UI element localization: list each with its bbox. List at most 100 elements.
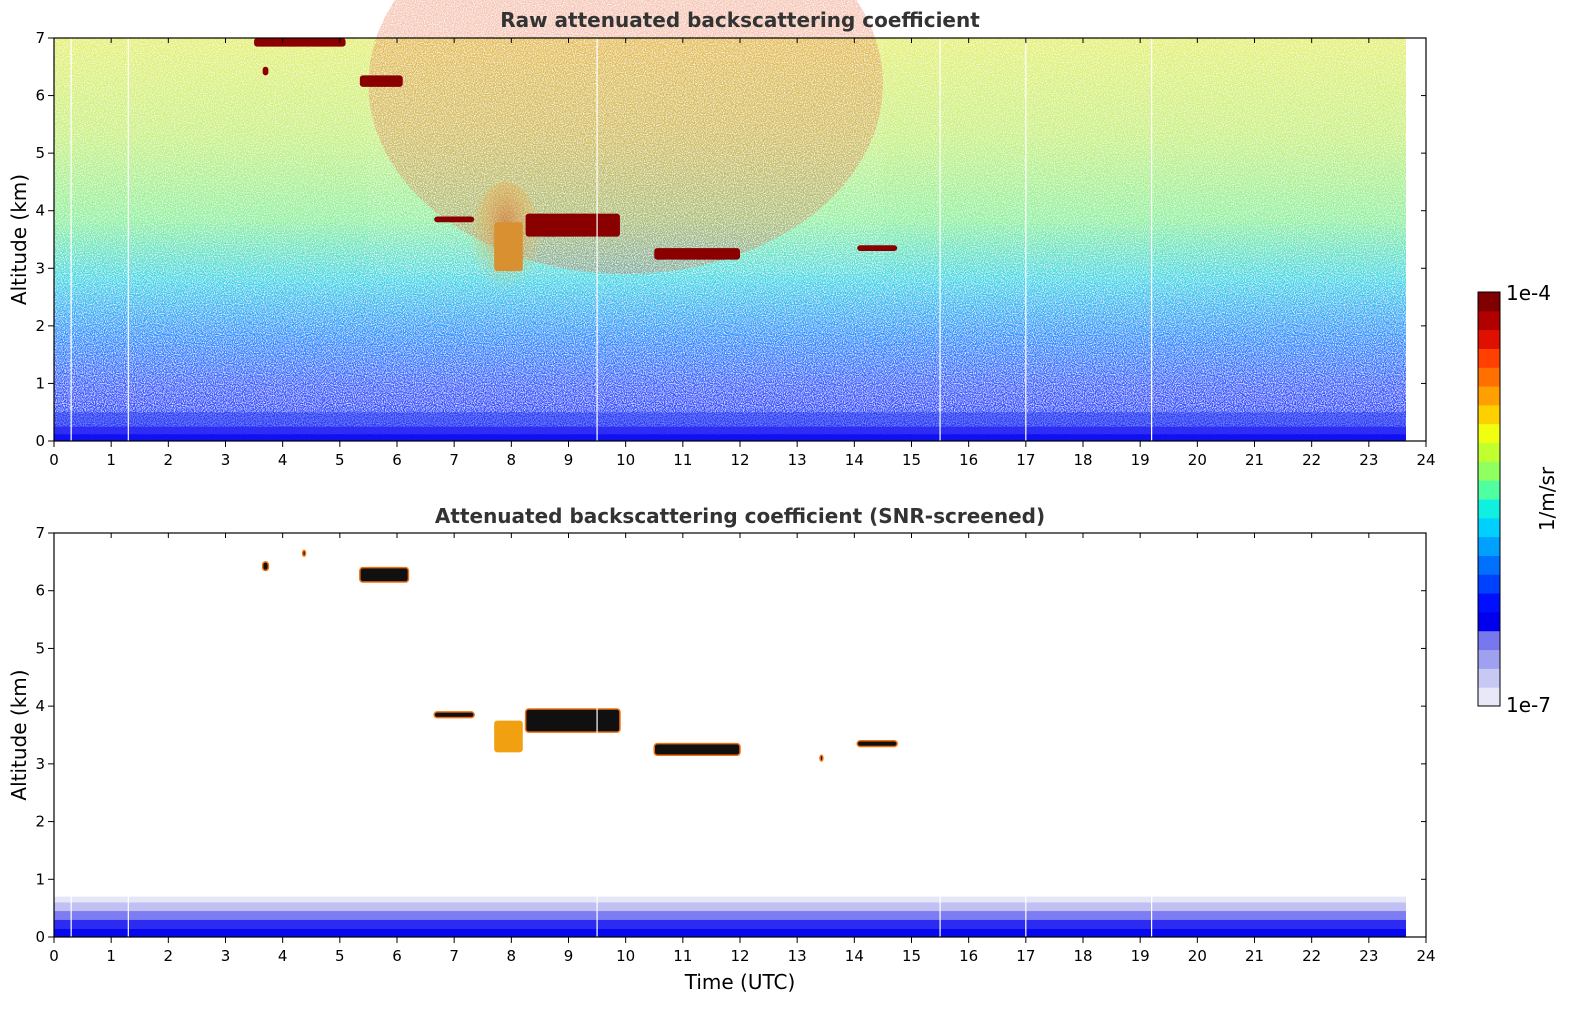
x-tick-label: 4: [278, 451, 288, 469]
colorbar-segment: [1478, 517, 1500, 538]
colorbar-segment: [1478, 574, 1500, 594]
x-tick-label: 23: [1359, 451, 1378, 469]
x-tick-label: 22: [1302, 451, 1321, 469]
y-tick-label: 4: [35, 697, 45, 715]
y-tick-label: 6: [35, 87, 45, 105]
boundary-layer-band-0: [54, 434, 1406, 441]
cloud-feature-6: [857, 245, 898, 252]
y-tick-label: 5: [35, 144, 45, 162]
x-tick-label: 7: [449, 451, 459, 469]
x-tick-label: 3: [221, 451, 231, 469]
y-tick-label: 0: [35, 928, 45, 946]
colorbar-segment: [1478, 386, 1500, 406]
colorbar-segment: [1478, 310, 1500, 331]
y-tick-label: 5: [35, 639, 45, 657]
x-tick-label: 3: [221, 947, 231, 965]
y-axis-label: Altitude (km): [7, 669, 31, 800]
x-tick-label: 19: [1131, 947, 1150, 965]
x-tick-label: 1: [106, 947, 116, 965]
x-tick-label: 17: [1016, 451, 1035, 469]
x-tick-label: 2: [164, 451, 174, 469]
y-tick-label: 3: [35, 755, 45, 773]
cloud-feature-7: [856, 740, 898, 748]
boundary-layer-band-2: [54, 911, 1406, 920]
cloud-feature-3: [433, 711, 475, 719]
x-tick-label: 21: [1245, 947, 1264, 965]
colorbar-segment: [1478, 367, 1500, 387]
colorbar-segment: [1478, 499, 1500, 519]
colorbar-max-label: 1e-4: [1506, 281, 1551, 305]
x-tick-label: 19: [1131, 451, 1150, 469]
panel-1: 0 1 2 3 4 5 6 7 8 9 10 11 12 13 14 15 16 17 18 19 20 21 22 23 24…: [7, 0, 1436, 469]
y-tick-label: 2: [35, 813, 45, 831]
colorbar-segment: [1478, 423, 1500, 444]
y-axis-label: Altitude (km): [7, 174, 31, 305]
x-tick-label: 23: [1359, 947, 1378, 965]
colorbar: 1e-4 1e-7 1/m/sr: [1477, 281, 1559, 717]
cloud-feature-3: [434, 216, 475, 223]
x-tick-label: 24: [1416, 451, 1435, 469]
cloud-feature-2: [359, 566, 410, 583]
aerosol-feature-8: [494, 720, 523, 753]
x-tick-label: 24: [1416, 947, 1435, 965]
cloud-feature-1: [262, 66, 269, 76]
x-tick-label: 22: [1302, 947, 1321, 965]
boundary-layer-band-1: [54, 426, 1406, 435]
y-tick-label: 1: [35, 870, 45, 888]
colorbar-segment: [1478, 461, 1500, 481]
x-tick-label: 15: [902, 947, 921, 965]
x-tick-label: 16: [959, 947, 978, 965]
x-tick-label: 16: [959, 451, 978, 469]
x-tick-label: 20: [1188, 451, 1207, 469]
x-tick-label: 8: [507, 451, 517, 469]
x-tick-label: 13: [788, 947, 807, 965]
x-tick-label: 14: [845, 947, 864, 965]
x-tick-label: 18: [1073, 947, 1092, 965]
x-tick-label: 15: [902, 451, 921, 469]
colorbar-segment: [1478, 611, 1500, 632]
aerosol-feature-7: [494, 222, 523, 272]
cloud-feature-4: [525, 213, 620, 237]
colorbar-segment: [1478, 668, 1500, 688]
cloud-feature-5: [653, 742, 741, 756]
colorbar-segment: [1478, 348, 1500, 368]
y-tick-label: 3: [35, 259, 45, 277]
x-tick-label: 20: [1188, 947, 1207, 965]
cloud-feature-5: [654, 248, 740, 260]
cloud-feature-6: [819, 754, 824, 762]
cloud-feature-4: [524, 708, 621, 733]
cloud-feature-2: [359, 75, 403, 87]
colorbar-segment: [1478, 593, 1500, 613]
y-tick-label: 1: [35, 374, 45, 392]
x-tick-label: 18: [1073, 451, 1092, 469]
colorbar-segment: [1478, 687, 1500, 707]
x-tick-label: 11: [673, 451, 692, 469]
x-tick-label: 2: [164, 947, 174, 965]
x-tick-label: 17: [1016, 947, 1035, 965]
x-tick-label: 6: [392, 451, 402, 469]
y-tick-label: 7: [35, 29, 45, 47]
x-tick-label: 13: [788, 451, 807, 469]
x-tick-label: 0: [49, 947, 59, 965]
colorbar-segment: [1478, 442, 1500, 462]
x-tick-label: 8: [507, 947, 517, 965]
colorbar-segment: [1478, 630, 1500, 651]
colorbar-min-label: 1e-7: [1506, 693, 1551, 717]
y-tick-label: 2: [35, 317, 45, 335]
x-tick-label: 0: [49, 451, 59, 469]
y-tick-label: 0: [35, 432, 45, 450]
cloud-feature-1: [301, 549, 307, 557]
y-tick-label: 6: [35, 582, 45, 600]
colorbar-segment: [1478, 555, 1500, 575]
cloud-feature-0: [254, 38, 346, 47]
x-tick-label: 4: [278, 947, 288, 965]
boundary-layer-band-4: [54, 896, 1406, 903]
colorbar-segment: [1478, 404, 1500, 425]
x-tick-label: 14: [845, 451, 864, 469]
boundary-layer-band-1: [54, 919, 1406, 929]
boundary-layer-band-0: [54, 928, 1406, 937]
boundary-layer-band-2: [54, 412, 1406, 427]
colorbar-segment: [1478, 480, 1500, 500]
boundary-layer-band-3: [54, 902, 1406, 912]
